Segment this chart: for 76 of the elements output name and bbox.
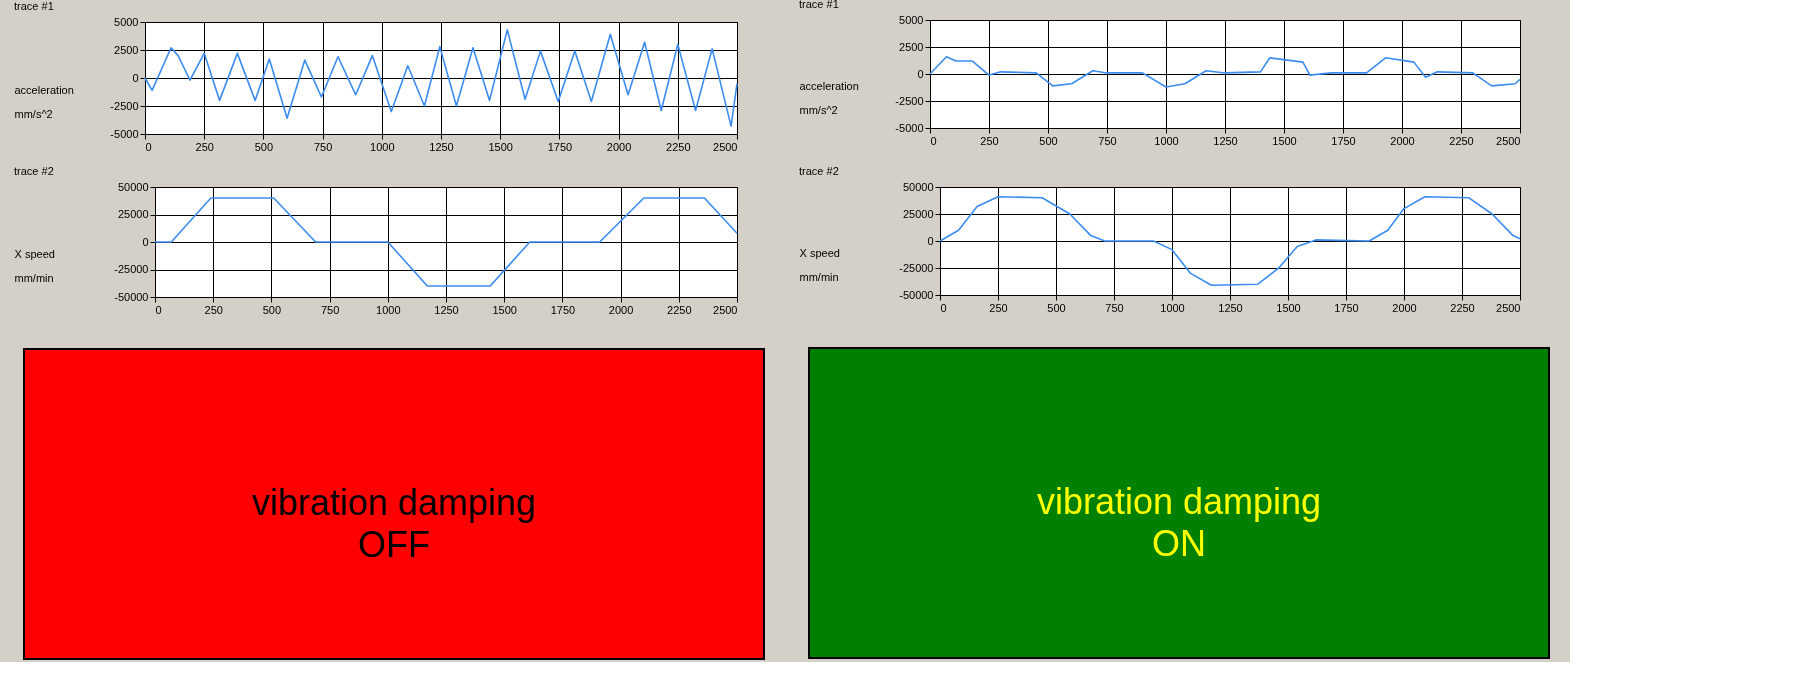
x-tick-label: 250 [204, 303, 223, 316]
x-tick-label: 250 [195, 140, 214, 153]
y-tick-label: 25000 [902, 207, 934, 220]
y-tick-label: -2500 [895, 94, 924, 107]
y-tick-label: 2500 [114, 43, 139, 56]
x-tick-label: 2250 [667, 303, 692, 316]
y-tick-label: 25000 [117, 208, 149, 220]
x-tick-label: 750 [1098, 134, 1117, 147]
y-tick-label: 5000 [899, 13, 924, 26]
x-tick-label: 500 [254, 140, 274, 153]
y-tick-label: -25000 [114, 263, 149, 275]
y-tick-label: 50000 [902, 180, 934, 193]
x-tick-label: 2000 [1390, 134, 1415, 147]
x-tick-label: 2250 [1450, 301, 1475, 314]
y-tick-label: 2500 [899, 40, 924, 53]
line-series [929, 55, 1521, 88]
x-tick-label: 2000 [608, 303, 634, 316]
x-tick-label: 1500 [488, 140, 513, 153]
x-tick-label: 500 [1039, 134, 1058, 147]
x-tick-label: 1000 [370, 140, 395, 153]
x-tick-label: 250 [989, 301, 1008, 314]
text: vibration damping ON [1036, 481, 1322, 564]
x-tick-label: 2250 [666, 140, 691, 153]
x-tick-label: 1500 [492, 303, 517, 316]
x-tick-label: 750 [313, 140, 333, 153]
y-tick-label: -5000 [895, 121, 924, 134]
x-tick-label: 1750 [1331, 134, 1356, 147]
x-tick-label: 0 [155, 303, 162, 316]
x-tick-label: 500 [262, 303, 282, 316]
line-series [939, 195, 1521, 287]
text: trace #2 [14, 165, 54, 177]
x-tick-label: 2500 [713, 303, 738, 316]
x-tick-label: 2500 [1496, 301, 1521, 314]
y-tick-label: -50000 [899, 288, 934, 301]
x-tick-label: 1250 [1213, 134, 1238, 147]
x-tick-label: 2000 [606, 140, 632, 153]
y-tick-label: -25000 [899, 261, 934, 274]
x-tick-label: 750 [1105, 301, 1124, 314]
y-tick-label: 0 [917, 67, 924, 80]
text: trace #2 [799, 165, 839, 177]
x-tick-label: 1250 [1218, 301, 1243, 314]
y-axis-title: X speed mm/min [14, 247, 55, 284]
x-tick-label: 500 [1047, 301, 1066, 314]
x-tick-label: 0 [940, 301, 947, 314]
text: vibration damping OFF [251, 482, 537, 565]
x-tick-label: 1000 [1160, 301, 1185, 314]
x-tick-label: 2500 [1496, 134, 1521, 147]
text: trace #1 [799, 0, 839, 10]
y-tick-label: 5000 [114, 15, 139, 28]
y-tick-label: 0 [927, 234, 934, 247]
x-tick-label: 1000 [1154, 134, 1179, 147]
text: trace #1 [14, 0, 54, 12]
y-axis-title: acceleration mm/s^2 [14, 83, 74, 120]
y-axis-title: X speed mm/min [799, 246, 840, 283]
line-series [154, 197, 738, 287]
y-tick-label: -5000 [110, 127, 139, 140]
x-tick-label: 2000 [1392, 301, 1417, 314]
y-tick-label: -50000 [114, 290, 149, 303]
x-tick-label: 1750 [547, 140, 573, 153]
line-series [144, 29, 738, 127]
y-tick-label: 0 [142, 235, 149, 248]
y-tick-label: -2500 [110, 99, 139, 112]
y-axis-title: acceleration mm/s^2 [799, 79, 859, 116]
x-tick-label: 250 [980, 134, 999, 147]
x-tick-label: 1000 [376, 303, 401, 316]
x-tick-label: 1250 [429, 140, 454, 153]
x-tick-label: 750 [320, 303, 340, 316]
x-tick-label: 1750 [1334, 301, 1359, 314]
x-tick-label: 1500 [1272, 134, 1297, 147]
x-tick-label: 2250 [1449, 134, 1474, 147]
x-tick-label: 2500 [713, 140, 738, 153]
x-tick-label: 1500 [1276, 301, 1301, 314]
x-tick-label: 1750 [550, 303, 576, 316]
x-tick-label: 1250 [434, 303, 459, 316]
y-tick-label: 0 [132, 71, 139, 84]
y-tick-label: 50000 [117, 180, 149, 193]
